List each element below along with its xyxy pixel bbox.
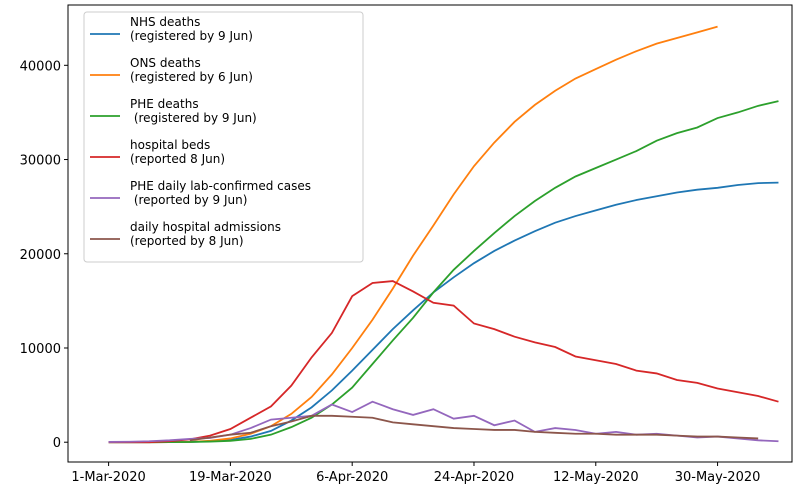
- legend-box: [83, 11, 364, 263]
- y-tick-label: 40000: [20, 59, 61, 74]
- y-tick-label: 0: [53, 436, 61, 451]
- legend-label-line: (reported by 8 Jun): [130, 234, 244, 248]
- legend-label-line: daily hospital admissions: [130, 220, 281, 234]
- legend-label-line: (registered by 6 Jun): [130, 70, 253, 84]
- y-tick-label: 20000: [20, 248, 61, 263]
- legend-label-line: ONS deaths: [130, 56, 201, 70]
- legend-label-line: PHE daily lab-confirmed cases: [130, 179, 311, 193]
- x-tick-label: 30-May-2020: [675, 470, 761, 485]
- x-tick-label: 19-Mar-2020: [189, 470, 272, 485]
- legend: NHS deaths (registered by 9 Jun)ONS death…: [83, 11, 364, 263]
- legend-label-line: (registered by 9 Jun): [130, 111, 257, 125]
- legend-label: PHE deaths (registered by 9 Jun): [130, 97, 257, 125]
- legend-label: hospital beds (reported 8 Jun): [130, 138, 225, 166]
- y-tick-label: 10000: [20, 342, 61, 357]
- legend-label: daily hospital admissions (reported by 8 …: [130, 220, 281, 248]
- legend-label-line: (reported 8 Jun): [130, 152, 225, 166]
- series-line: [189, 414, 759, 442]
- x-tick-label: 1-Mar-2020: [71, 470, 145, 485]
- series-line: [108, 100, 779, 444]
- x-tick-label: 6-Apr-2020: [316, 470, 388, 485]
- series-line: [108, 280, 779, 444]
- plot-frame: [67, 4, 793, 463]
- legend-label-line: hospital beds: [130, 138, 210, 152]
- legend-label-line: NHS deaths: [130, 15, 200, 29]
- legend-label-line: (reported by 9 Jun): [130, 193, 247, 207]
- legend-label-line: PHE deaths: [130, 97, 199, 111]
- x-tick-label: 12-May-2020: [553, 470, 639, 485]
- x-tick-label: 24-Apr-2020: [434, 470, 514, 485]
- y-tick-label: 30000: [20, 154, 61, 169]
- legend-label: ONS deaths (registered by 6 Jun): [130, 56, 253, 84]
- legend-label-line: (registered by 9 Jun): [130, 29, 253, 43]
- legend-label: PHE daily lab-confirmed cases (reported …: [130, 179, 311, 207]
- legend-label: NHS deaths (registered by 9 Jun): [130, 15, 253, 43]
